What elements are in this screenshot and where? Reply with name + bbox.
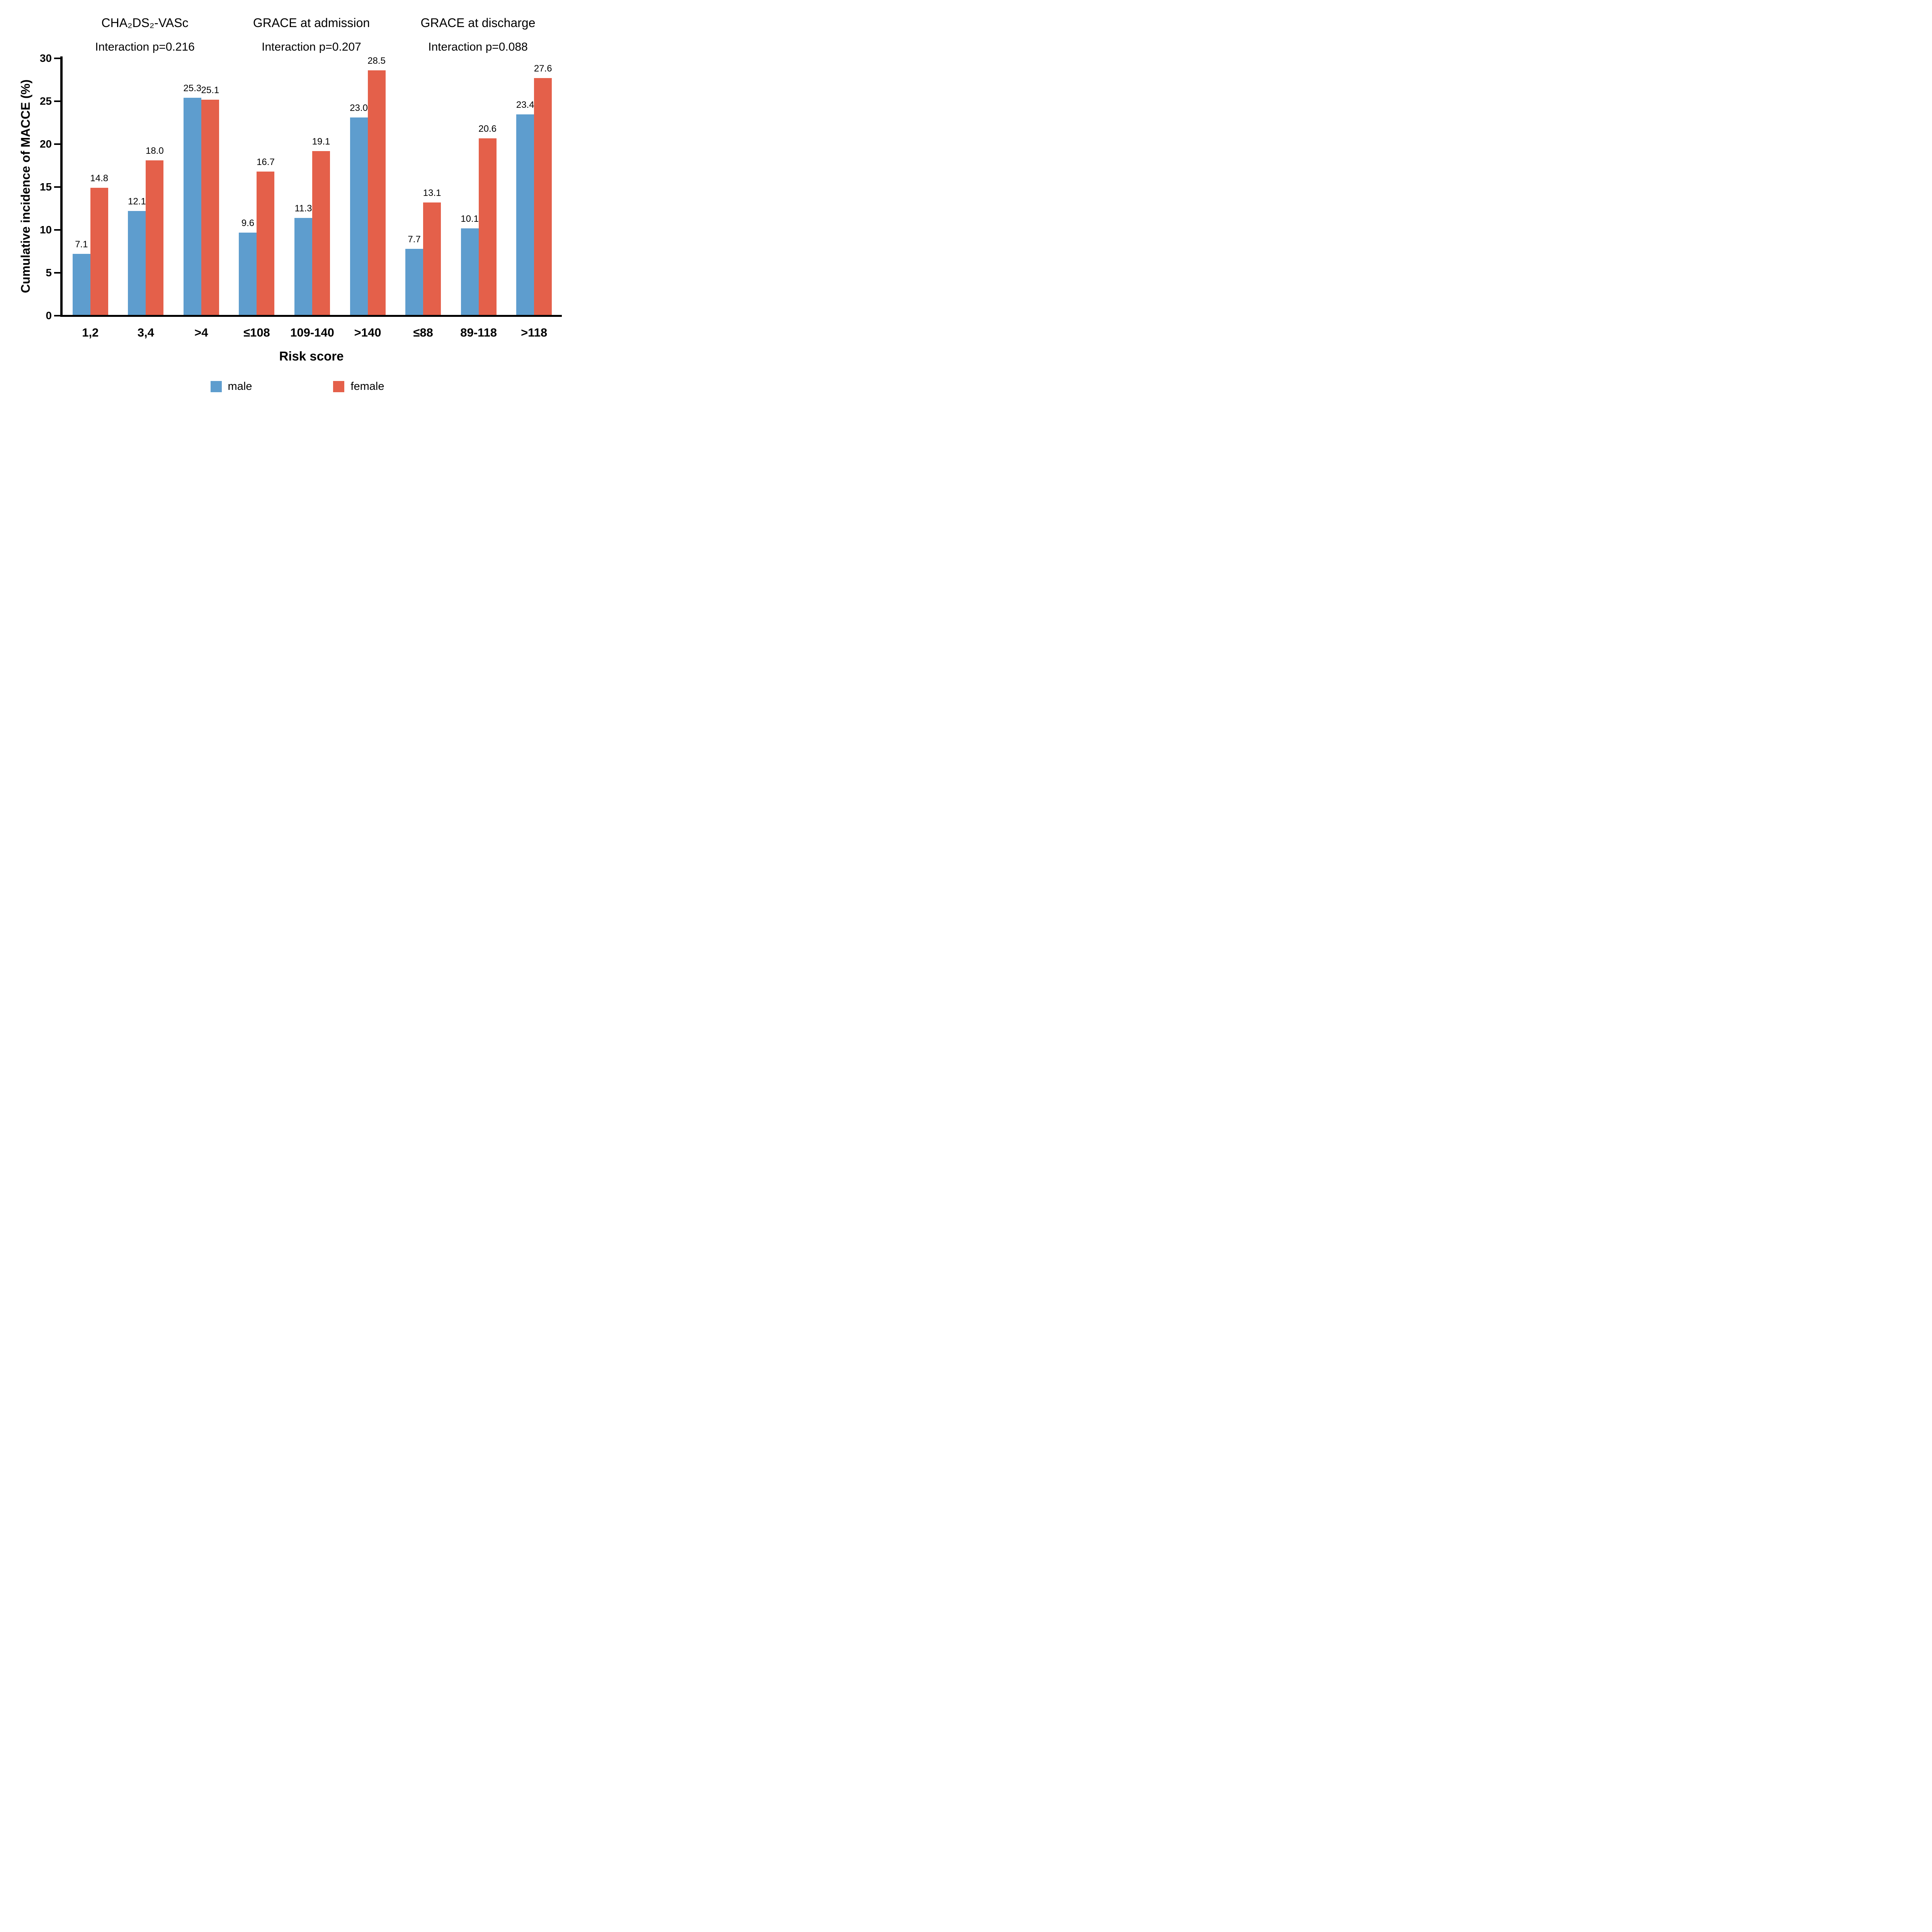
y-tick [54, 272, 60, 274]
bar-value-label: 10.1 [461, 213, 479, 224]
y-tick-label: 0 [46, 310, 52, 321]
bar-value-label: 14.8 [90, 173, 109, 184]
bar-female [423, 202, 441, 315]
x-tick-label: >140 [354, 326, 381, 339]
legend-male-swatch [210, 381, 222, 392]
y-axis-line [60, 56, 63, 317]
panel-title-text: CHA₂DS₂-VASc [101, 16, 189, 30]
legend: male female [0, 380, 595, 393]
bar-value-label: 18.0 [145, 146, 164, 156]
x-tick-label: 89-118 [460, 326, 497, 339]
y-tick [54, 186, 60, 188]
bar-male [128, 211, 146, 315]
bar-value-label: 28.5 [367, 56, 386, 66]
bar-value-label: 13.1 [423, 188, 441, 199]
legend-male-label: male [228, 380, 252, 393]
panel-interaction-p-text: Interaction p=0.216 [95, 41, 195, 53]
bar-female [312, 151, 330, 315]
bar-value-label: 19.1 [312, 136, 330, 147]
bar-value-label: 25.1 [201, 85, 219, 95]
y-tick [54, 58, 60, 59]
bar-male [405, 249, 423, 315]
bar-value-label: 25.3 [183, 83, 202, 94]
panel-title-grace-discharge: GRACE at discharge Interaction p=0.088 [420, 15, 535, 54]
bar-female [201, 99, 219, 315]
y-tick [54, 315, 60, 316]
bar-value-label: 23.0 [350, 103, 368, 114]
bar-value-label: 20.6 [478, 123, 497, 134]
x-tick-label: >4 [194, 326, 208, 339]
bar-female [367, 70, 386, 315]
bar-value-label: 11.3 [294, 203, 312, 214]
bar-female [534, 78, 552, 315]
y-tick-label: 20 [39, 138, 52, 150]
y-tick [54, 100, 60, 102]
bar-male [294, 218, 312, 315]
bar-value-label: 27.6 [534, 63, 552, 74]
bar-value-label: 7.7 [408, 234, 421, 245]
bar-value-label: 23.4 [516, 99, 534, 110]
legend-female-swatch [333, 381, 345, 392]
bar-female [146, 160, 164, 315]
bar-value-label: 16.7 [257, 157, 275, 168]
y-tick-label: 5 [46, 267, 52, 279]
bar-male [239, 232, 257, 315]
y-tick-label: 15 [39, 181, 52, 193]
bar-value-label: 12.1 [128, 196, 146, 207]
x-tick-label: ≤108 [243, 326, 270, 339]
y-tick-label: 10 [39, 224, 52, 236]
bar-male [183, 98, 201, 315]
bar-male [461, 228, 479, 315]
bar-value-label: 9.6 [241, 218, 255, 228]
panel-title-cha2ds2vasc: CHA₂DS₂-VASc Interaction p=0.216 [95, 15, 195, 54]
x-axis-line [60, 315, 562, 317]
panel-title-grace-admission: GRACE at admission Interaction p=0.207 [253, 15, 370, 54]
y-tick [54, 143, 60, 145]
panel-interaction-p-text: Interaction p=0.088 [428, 41, 528, 53]
panel-title-text: GRACE at admission [253, 16, 370, 30]
x-tick-label: 1,2 [82, 326, 99, 339]
y-tick-label: 30 [39, 52, 52, 64]
legend-item-male: male [210, 380, 252, 393]
panel-interaction-p-text: Interaction p=0.207 [262, 41, 361, 53]
x-tick-label: >118 [521, 326, 548, 339]
bar-female [257, 172, 275, 315]
panel-title-text: GRACE at discharge [420, 16, 536, 30]
bar-female [90, 188, 108, 315]
legend-item-female: female [333, 380, 384, 393]
x-axis-title: Risk score [279, 349, 344, 363]
bar-male [72, 254, 90, 315]
x-tick-label: ≤88 [413, 326, 433, 339]
y-tick [54, 229, 60, 231]
bar-male [350, 117, 368, 315]
bar-male [516, 114, 534, 315]
grouped-bar-chart-figure: CHA₂DS₂-VASc Interaction p=0.216 GRACE a… [0, 0, 595, 403]
legend-female-label: female [350, 380, 384, 393]
y-tick-label: 25 [39, 95, 52, 107]
bar-female [478, 138, 497, 315]
x-tick-label: 109-140 [290, 326, 334, 339]
bar-value-label: 7.1 [75, 239, 88, 250]
x-tick-label: 3,4 [137, 326, 154, 339]
